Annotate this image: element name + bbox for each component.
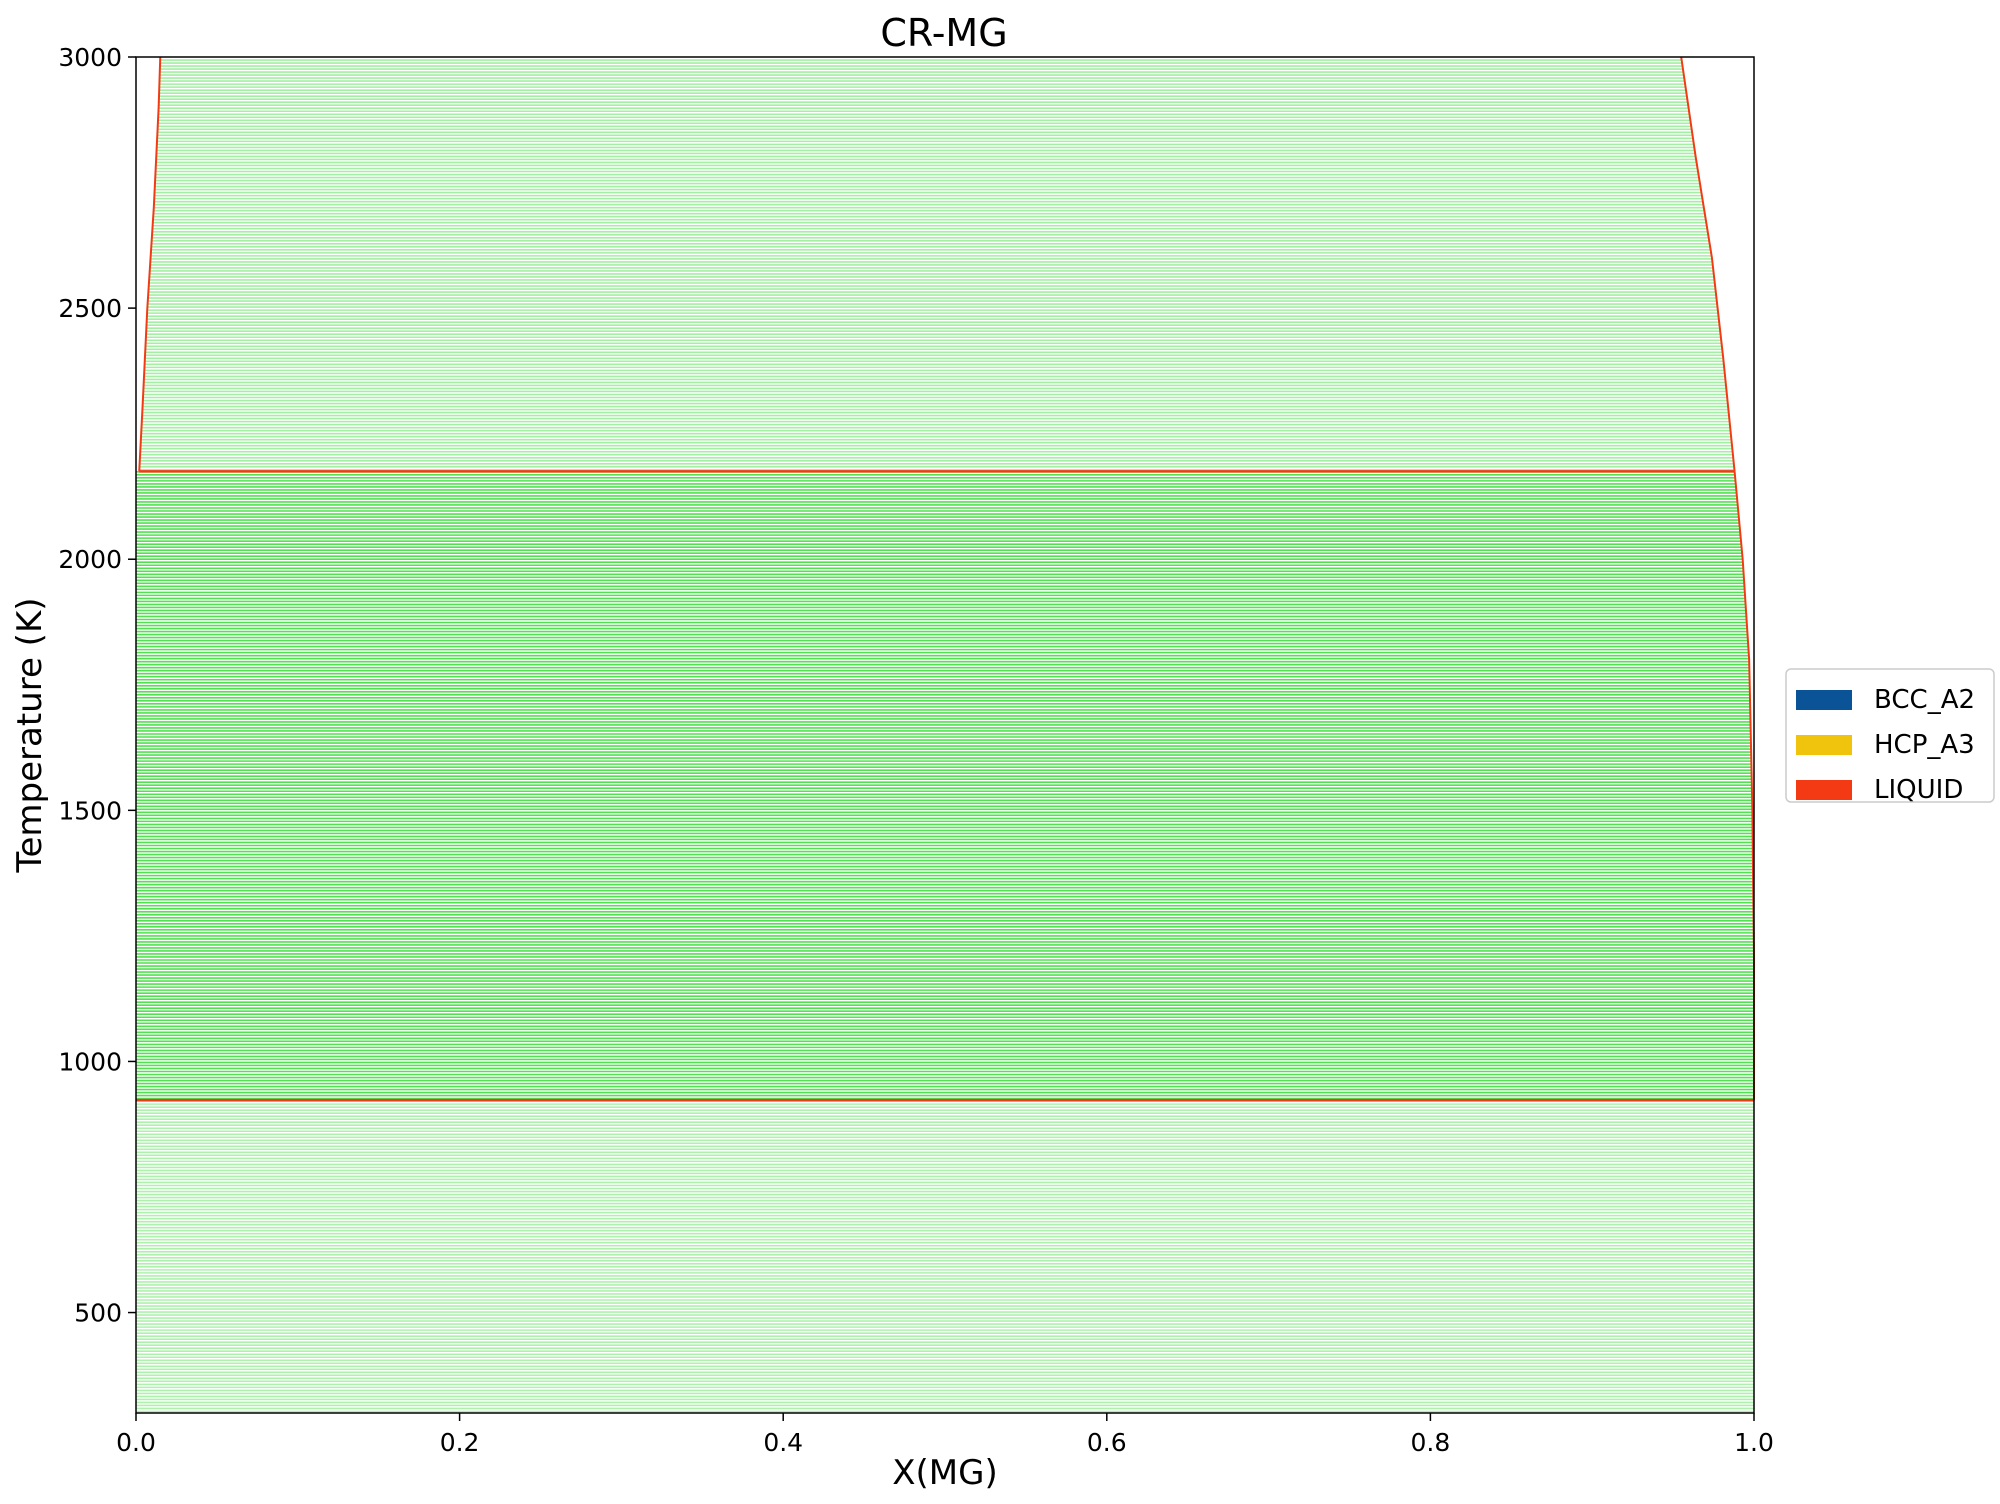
- y-tick-label: 2500: [58, 294, 122, 323]
- legend-label: LIQUID: [1874, 775, 1963, 805]
- y-axis-label: Temperature (K): [10, 597, 50, 873]
- y-tick-label: 3000: [58, 43, 122, 72]
- x-tick-label: 0.2: [440, 1428, 480, 1457]
- y-tick-label: 2000: [58, 545, 122, 574]
- liquidus-left-line: [138, 56, 162, 472]
- x-axis-label: X(MG): [892, 1453, 998, 1493]
- x-tick-label: 0.4: [763, 1428, 803, 1457]
- y-tick-label: 500: [74, 1299, 122, 1328]
- legend-label: HCP_A3: [1874, 730, 1975, 760]
- y-tick-label: 1000: [58, 1047, 122, 1076]
- legend-swatch: [1796, 735, 1852, 755]
- legend-label: BCC_A2: [1874, 685, 1975, 715]
- x-tick-label: 0.6: [1087, 1428, 1127, 1457]
- plot-frame: [135, 56, 1755, 1414]
- x-tick-label: 1.0: [1734, 1428, 1774, 1457]
- legend-swatch: [1796, 780, 1852, 800]
- y-axis: 500 1000 1500 2000 2500 3000: [58, 43, 136, 1328]
- liquidus-right-line: [1680, 56, 1736, 472]
- y-tick-label: 1500: [58, 796, 122, 825]
- x-tick-label: 0.0: [116, 1428, 156, 1457]
- x-tick-label: 0.8: [1411, 1428, 1451, 1457]
- chart-title: CR-MG: [880, 11, 1007, 55]
- legend: BCC_A2 HCP_A3 LIQUID: [1785, 668, 1995, 805]
- x-axis: 0.0 0.2 0.4 0.6 0.8 1.0: [116, 1413, 1774, 1457]
- legend-swatch: [1796, 690, 1852, 710]
- tieline-group: [136, 59, 1754, 1413]
